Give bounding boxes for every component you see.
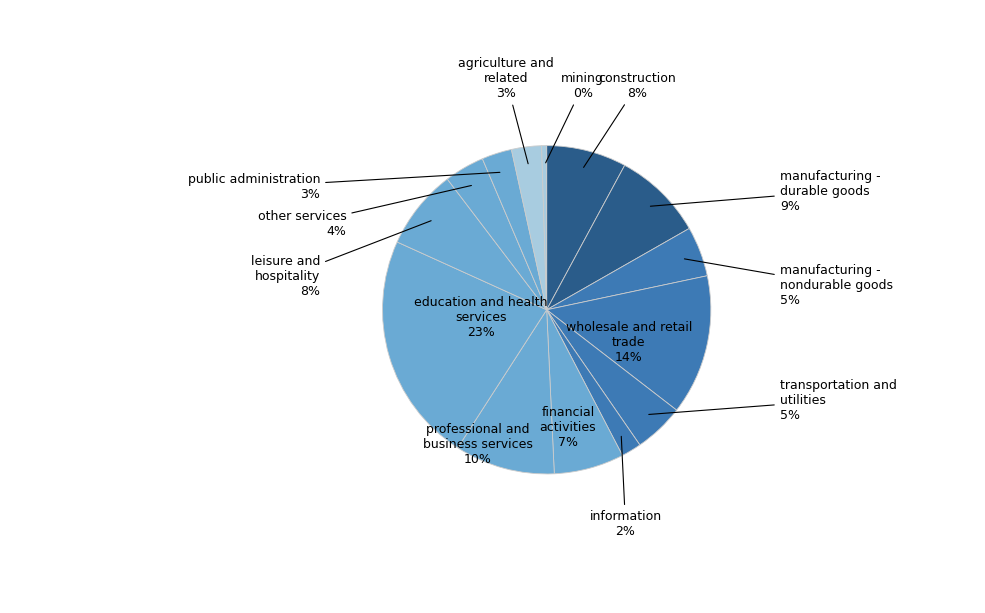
Text: information
2%: information 2% bbox=[589, 436, 662, 538]
Wedge shape bbox=[483, 150, 547, 310]
Wedge shape bbox=[547, 310, 623, 474]
Wedge shape bbox=[547, 229, 707, 310]
Text: leisure and
hospitality
8%: leisure and hospitality 8% bbox=[251, 221, 431, 299]
Wedge shape bbox=[547, 166, 690, 310]
Wedge shape bbox=[397, 179, 547, 310]
Wedge shape bbox=[382, 242, 547, 447]
Wedge shape bbox=[458, 310, 555, 474]
Text: public administration
3%: public administration 3% bbox=[187, 172, 500, 200]
Wedge shape bbox=[547, 276, 711, 410]
Text: professional and
business services
10%: professional and business services 10% bbox=[423, 423, 533, 466]
Wedge shape bbox=[547, 310, 677, 445]
Text: construction
8%: construction 8% bbox=[583, 72, 676, 167]
Text: manufacturing -
nondurable goods
5%: manufacturing - nondurable goods 5% bbox=[685, 259, 892, 306]
Text: education and health
services
23%: education and health services 23% bbox=[415, 297, 548, 340]
Text: manufacturing -
durable goods
9%: manufacturing - durable goods 9% bbox=[650, 170, 881, 213]
Text: agriculture and
related
3%: agriculture and related 3% bbox=[458, 56, 554, 164]
Text: other services
4%: other services 4% bbox=[258, 186, 472, 238]
Wedge shape bbox=[542, 146, 547, 310]
Wedge shape bbox=[547, 310, 640, 455]
Wedge shape bbox=[547, 146, 624, 310]
Text: mining
0%: mining 0% bbox=[546, 72, 604, 163]
Text: financial
activities
7%: financial activities 7% bbox=[540, 406, 596, 449]
Wedge shape bbox=[511, 146, 547, 310]
Text: transportation and
utilities
5%: transportation and utilities 5% bbox=[649, 379, 896, 422]
Text: wholesale and retail
trade
14%: wholesale and retail trade 14% bbox=[565, 321, 691, 364]
Wedge shape bbox=[447, 159, 547, 310]
